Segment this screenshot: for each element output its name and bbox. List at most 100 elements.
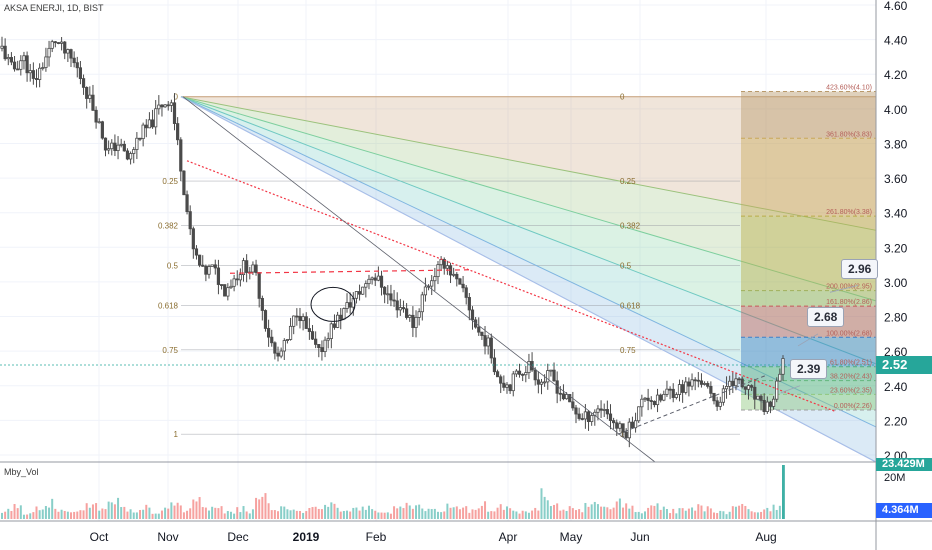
x-tick-label: 2019	[293, 530, 320, 544]
candle-body	[687, 381, 691, 387]
candle-body	[740, 378, 744, 388]
volume-bar	[48, 507, 51, 519]
fib-ext-band	[741, 290, 876, 307]
volume-bar	[634, 512, 637, 519]
volume-bar	[493, 511, 496, 519]
volume-bar	[709, 508, 712, 519]
volume-bar	[625, 503, 628, 519]
volume-bar	[273, 510, 276, 519]
candle-body	[775, 380, 779, 400]
volume-bar	[518, 513, 521, 519]
volume-bar	[192, 499, 195, 519]
candle-body	[401, 307, 406, 310]
candle-body	[618, 423, 622, 429]
candle-body	[452, 273, 456, 276]
candle-body	[63, 41, 67, 54]
volume-bar	[267, 503, 270, 519]
candle-body	[439, 259, 443, 266]
volume-bar	[543, 496, 546, 519]
volume-bar	[537, 510, 540, 519]
candle-body	[583, 411, 587, 420]
fib-ext-label: 261.80%(3.38)	[826, 209, 872, 216]
candle-body	[263, 310, 268, 329]
candle-body	[66, 49, 70, 54]
candle-body	[304, 316, 308, 329]
x-tick-label: Dec	[227, 530, 248, 544]
candle-body	[552, 369, 556, 382]
volume-bar	[198, 497, 201, 519]
volume-bar	[565, 510, 568, 519]
volume-bar	[443, 511, 446, 519]
volume-bar	[753, 512, 756, 519]
volume-bar	[364, 509, 367, 519]
volume-indicator-label: Mby_Vol	[4, 467, 39, 477]
volume-bar	[314, 506, 317, 519]
volume-bar	[374, 510, 377, 519]
candle-body	[354, 291, 359, 299]
candle-body	[643, 397, 647, 400]
volume-bar	[333, 503, 336, 519]
candle-body	[637, 406, 641, 422]
volume-bar	[117, 497, 120, 519]
volume-bar	[132, 512, 135, 519]
candle-body	[370, 277, 374, 280]
candle-body	[376, 275, 380, 281]
x-tick-label: Jun	[630, 530, 649, 544]
candle-body	[524, 372, 528, 376]
candle-body	[342, 308, 346, 320]
candle-body	[411, 314, 415, 328]
volume-bar	[446, 503, 449, 519]
candle-body	[564, 394, 569, 400]
candle-body	[442, 259, 446, 269]
y-tick-label: 4.20	[884, 68, 908, 82]
candle-body	[674, 394, 678, 398]
fib-ext-band	[741, 138, 876, 217]
candle-body	[323, 339, 327, 353]
volume-bar	[540, 488, 543, 519]
volume-bar	[195, 501, 198, 519]
candle-body	[430, 280, 434, 287]
candle-body	[241, 260, 246, 275]
volume-bar	[352, 507, 355, 519]
fan-ray	[180, 96, 877, 365]
volume-bar	[164, 507, 167, 519]
candle-body	[373, 277, 377, 281]
volume-bar	[292, 509, 295, 519]
candle-body	[762, 399, 766, 412]
volume-bar	[142, 509, 145, 519]
volume-bar	[568, 506, 571, 519]
candle-body	[182, 170, 186, 196]
fan-level-label-left: 1	[174, 430, 179, 439]
volume-bar	[415, 505, 418, 519]
volume-bar	[186, 510, 189, 519]
volume-bar	[763, 509, 766, 519]
fan-level-label-left: 0	[174, 93, 179, 102]
candle-body	[361, 286, 365, 295]
fib-ext-label: 0.00%(2.26)	[834, 403, 872, 410]
callout-239: 2.39	[790, 359, 828, 379]
volume-bar	[1, 512, 3, 519]
candle-body	[405, 308, 409, 318]
candle-body	[778, 373, 782, 382]
candle-body	[746, 385, 751, 390]
callout-pointer	[797, 333, 819, 347]
candle-body	[125, 150, 130, 160]
volume-bar	[521, 510, 524, 519]
candle-body	[85, 87, 89, 99]
candle-body	[160, 104, 164, 108]
fan-level-label-left: 0.382	[158, 222, 179, 231]
volume-bar	[32, 512, 35, 519]
candle-body	[389, 293, 393, 301]
candle-body	[285, 339, 290, 341]
volume-bar	[383, 512, 386, 519]
candle-body	[511, 373, 515, 392]
volume-bar	[647, 507, 650, 519]
volume-bar	[330, 502, 333, 519]
volume-bar	[176, 502, 179, 519]
candle-body	[113, 142, 117, 151]
candle-body	[395, 300, 399, 311]
volume-bar	[107, 501, 110, 519]
volume-bar	[66, 511, 69, 519]
volume-bar	[606, 507, 609, 519]
